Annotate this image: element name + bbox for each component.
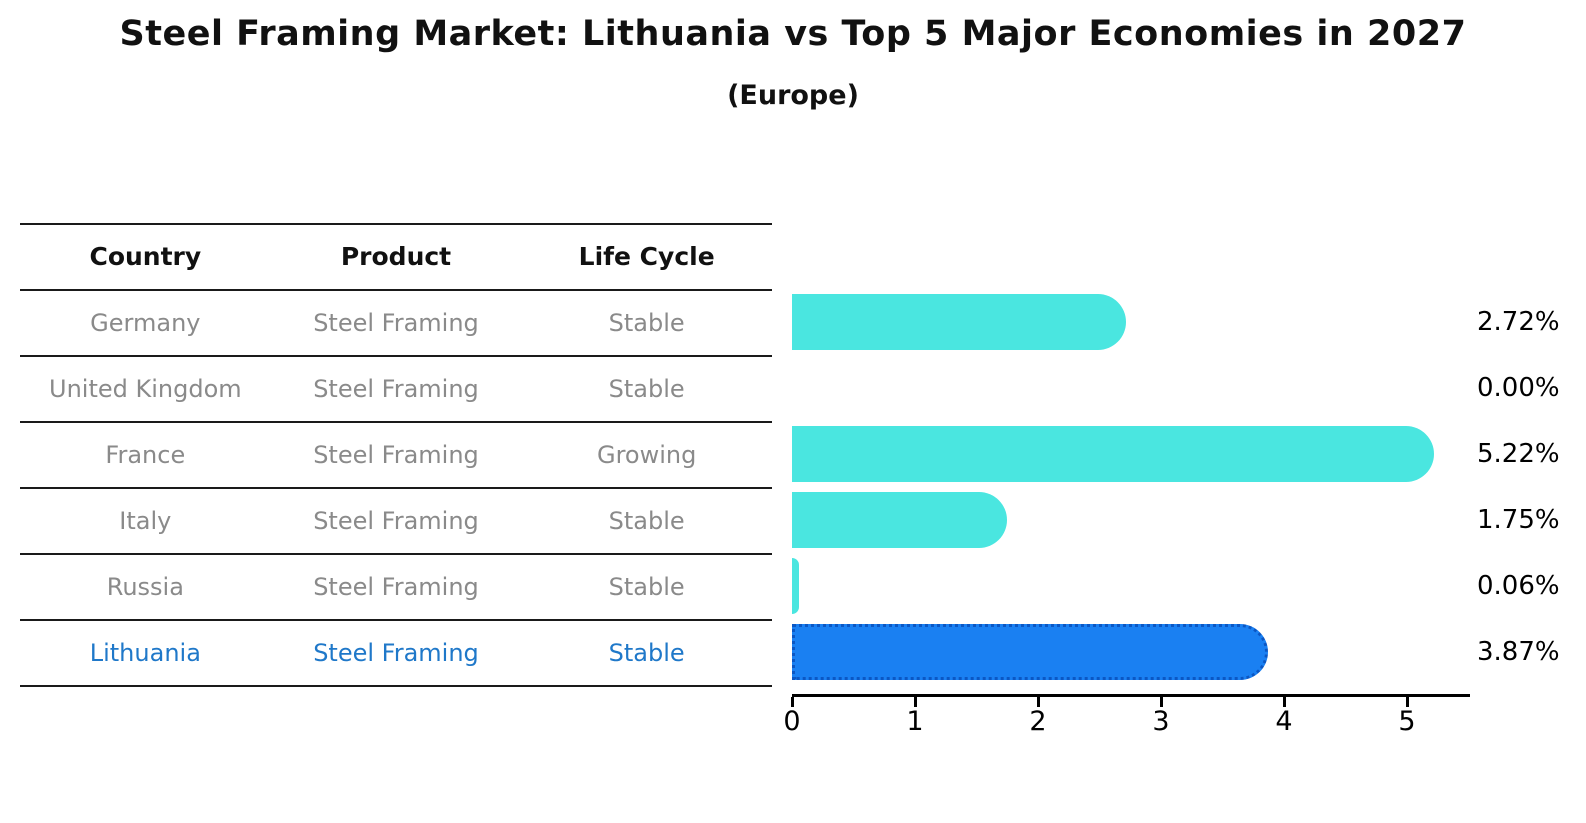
value-label-lithuania: 3.87% [1477,637,1560,667]
value-label-russia: 0.06% [1477,571,1560,601]
bar-russia [792,558,800,614]
value-label-united-kingdom: 0.00% [1477,373,1560,403]
bar-italy [792,492,1008,548]
x-tick-label: 1 [906,706,924,737]
table-row-united-kingdom: United Kingdom Steel Framing Stable [20,357,772,423]
bar-chart [792,289,1468,685]
table-row-lithuania: Lithuania Steel Framing Stable [20,621,772,687]
x-axis-line [792,694,1470,697]
x-tick-label: 3 [1152,706,1170,737]
table-row-france: France Steel Framing Growing [20,423,772,489]
x-tick [1037,697,1040,707]
country-cell: United Kingdom [49,375,242,403]
x-tick [1283,697,1286,707]
value-label-france: 5.22% [1477,439,1560,469]
table-row-germany: Germany Steel Framing Stable [20,291,772,357]
product-cell: Steel Framing [313,309,479,337]
lifecycle-cell: Growing [596,441,697,469]
header-product: Product [340,242,452,271]
chart-subtitle: (Europe) [727,80,859,111]
x-tick-label: 4 [1275,706,1293,737]
product-cell: Steel Framing [313,375,479,403]
bar-lithuania [792,624,1268,680]
country-cell: Russia [106,573,184,601]
x-tick [1160,697,1163,707]
bar-france [792,426,1434,482]
value-label-italy: 1.75% [1477,505,1560,535]
lifecycle-cell: Stable [608,573,685,601]
bar-row [792,421,1468,487]
table-row-italy: Italy Steel Framing Stable [20,489,772,555]
x-tick [914,697,917,707]
chart-title: Steel Framing Market: Lithuania vs Top 5… [119,14,1467,54]
header-country: Country [89,242,202,271]
x-tick [1406,697,1409,707]
table-row-russia: Russia Steel Framing Stable [20,555,772,621]
country-cell: France [105,441,186,469]
product-cell: Steel Framing [313,573,479,601]
lifecycle-cell: Stable [608,639,685,667]
x-tick-label: 2 [1029,706,1047,737]
bar-germany [792,294,1127,350]
value-label-column: 2.72% 0.00% 5.22% 1.75% 0.06% 3.87% [1477,289,1582,685]
product-cell: Steel Framing [313,507,479,535]
bar-row [792,619,1468,685]
lifecycle-cell: Stable [608,309,685,337]
country-cell: Germany [90,309,201,337]
bar-row [792,487,1468,553]
country-table: Country Product Life Cycle Germany Steel… [20,223,772,687]
product-cell: Steel Framing [313,441,479,469]
lifecycle-cell: Stable [608,507,685,535]
country-cell: Lithuania [89,639,201,667]
product-cell: Steel Framing [313,639,479,667]
x-tick [791,697,794,707]
x-tick-label: 5 [1398,706,1416,737]
header-lifecycle: Life Cycle [578,242,715,271]
table-header-row: Country Product Life Cycle [20,225,772,291]
bar-row [792,553,1468,619]
x-tick-label: 0 [783,706,801,737]
bar-row [792,355,1468,421]
lifecycle-cell: Stable [608,375,685,403]
bar-row [792,289,1468,355]
value-label-germany: 2.72% [1477,307,1560,337]
country-cell: Italy [119,507,172,535]
